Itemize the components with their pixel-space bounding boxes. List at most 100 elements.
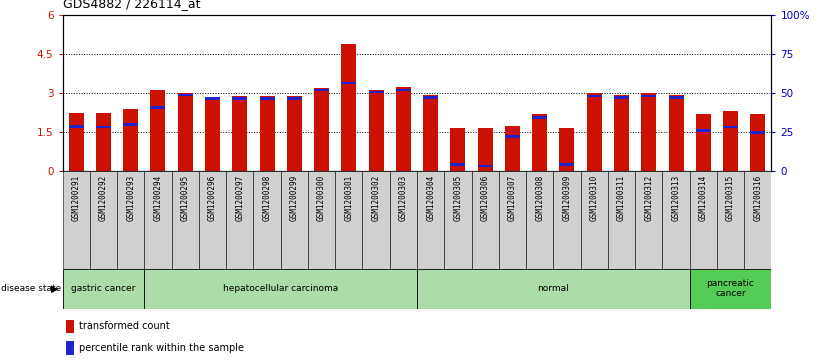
Bar [505, 126, 520, 171]
Text: GSM1200293: GSM1200293 [126, 175, 135, 221]
Text: GSM1200314: GSM1200314 [699, 175, 708, 221]
Bar [233, 96, 247, 171]
Bar [532, 117, 547, 119]
Bar [417, 171, 445, 269]
Text: GSM1200301: GSM1200301 [344, 175, 354, 221]
Bar [553, 171, 580, 269]
Bar [314, 88, 329, 171]
Text: GSM1200291: GSM1200291 [72, 175, 81, 221]
Text: GSM1200311: GSM1200311 [617, 175, 626, 221]
Bar [560, 163, 575, 166]
Bar [587, 95, 601, 97]
Bar [68, 113, 83, 171]
Text: GSM1200298: GSM1200298 [263, 175, 272, 221]
Bar [287, 97, 302, 100]
Bar [233, 97, 247, 100]
Bar [96, 113, 111, 171]
Bar [662, 171, 690, 269]
Text: GSM1200303: GSM1200303 [399, 175, 408, 221]
Bar [259, 96, 274, 171]
Text: GSM1200296: GSM1200296 [208, 175, 217, 221]
Text: GSM1200304: GSM1200304 [426, 175, 435, 221]
Bar [696, 114, 711, 171]
Bar [690, 269, 771, 309]
Bar [423, 97, 438, 99]
Bar [90, 171, 117, 269]
Bar [560, 128, 575, 171]
Bar [396, 89, 411, 91]
Bar [614, 95, 629, 171]
Text: GDS4882 / 226114_at: GDS4882 / 226114_at [63, 0, 200, 11]
Bar [369, 90, 384, 171]
Text: hepatocellular carcinoma: hepatocellular carcinoma [223, 284, 339, 293]
Text: GSM1200306: GSM1200306 [480, 175, 490, 221]
Bar [96, 126, 111, 129]
Bar [308, 171, 335, 269]
Bar [723, 126, 738, 129]
Bar [178, 94, 193, 97]
Bar [450, 163, 465, 166]
Bar [389, 171, 417, 269]
Text: GSM1200295: GSM1200295 [181, 175, 190, 221]
Bar [178, 93, 193, 171]
Bar [532, 114, 547, 171]
Bar [123, 109, 138, 171]
Text: percentile rank within the sample: percentile rank within the sample [79, 343, 244, 352]
Bar [281, 171, 308, 269]
Bar [751, 131, 766, 134]
Text: transformed count: transformed count [79, 321, 169, 331]
Bar [744, 171, 771, 269]
Bar [641, 95, 656, 97]
Bar [144, 269, 417, 309]
Text: GSM1200292: GSM1200292 [99, 175, 108, 221]
Bar [226, 171, 254, 269]
Bar [696, 129, 711, 132]
Bar [66, 342, 74, 355]
Bar [150, 106, 165, 109]
Text: GSM1200297: GSM1200297 [235, 175, 244, 221]
Text: GSM1200294: GSM1200294 [153, 175, 163, 221]
Text: GSM1200302: GSM1200302 [372, 175, 380, 221]
Bar [314, 89, 329, 91]
Text: GSM1200305: GSM1200305 [454, 175, 462, 221]
Bar [423, 95, 438, 171]
Bar [580, 171, 608, 269]
Bar [690, 171, 717, 269]
Bar [150, 90, 165, 171]
Bar [717, 171, 744, 269]
Bar [287, 96, 302, 171]
Bar [526, 171, 553, 269]
Bar [471, 171, 499, 269]
Bar [669, 95, 684, 171]
Bar [117, 171, 144, 269]
Bar [254, 171, 281, 269]
Bar [478, 165, 493, 167]
Text: GSM1200309: GSM1200309 [562, 175, 571, 221]
Bar [396, 87, 411, 171]
Bar [608, 171, 636, 269]
Bar [123, 123, 138, 126]
Bar [335, 171, 363, 269]
Text: disease state: disease state [1, 284, 61, 293]
Bar [614, 97, 629, 99]
Bar [259, 97, 274, 100]
Bar [499, 171, 526, 269]
Bar [205, 97, 220, 100]
Text: normal: normal [537, 284, 569, 293]
Bar [63, 171, 90, 269]
Bar [341, 82, 356, 84]
Bar [445, 171, 471, 269]
Text: GSM1200315: GSM1200315 [726, 175, 735, 221]
Bar [66, 320, 74, 333]
Text: ▶: ▶ [51, 284, 58, 294]
Bar [363, 171, 389, 269]
Bar [723, 111, 738, 171]
Bar [505, 135, 520, 138]
Bar [144, 171, 172, 269]
Text: GSM1200316: GSM1200316 [753, 175, 762, 221]
Bar [669, 97, 684, 99]
Text: GSM1200310: GSM1200310 [590, 175, 599, 221]
Bar [450, 128, 465, 171]
Text: pancreatic
cancer: pancreatic cancer [706, 279, 755, 298]
Text: GSM1200300: GSM1200300 [317, 175, 326, 221]
